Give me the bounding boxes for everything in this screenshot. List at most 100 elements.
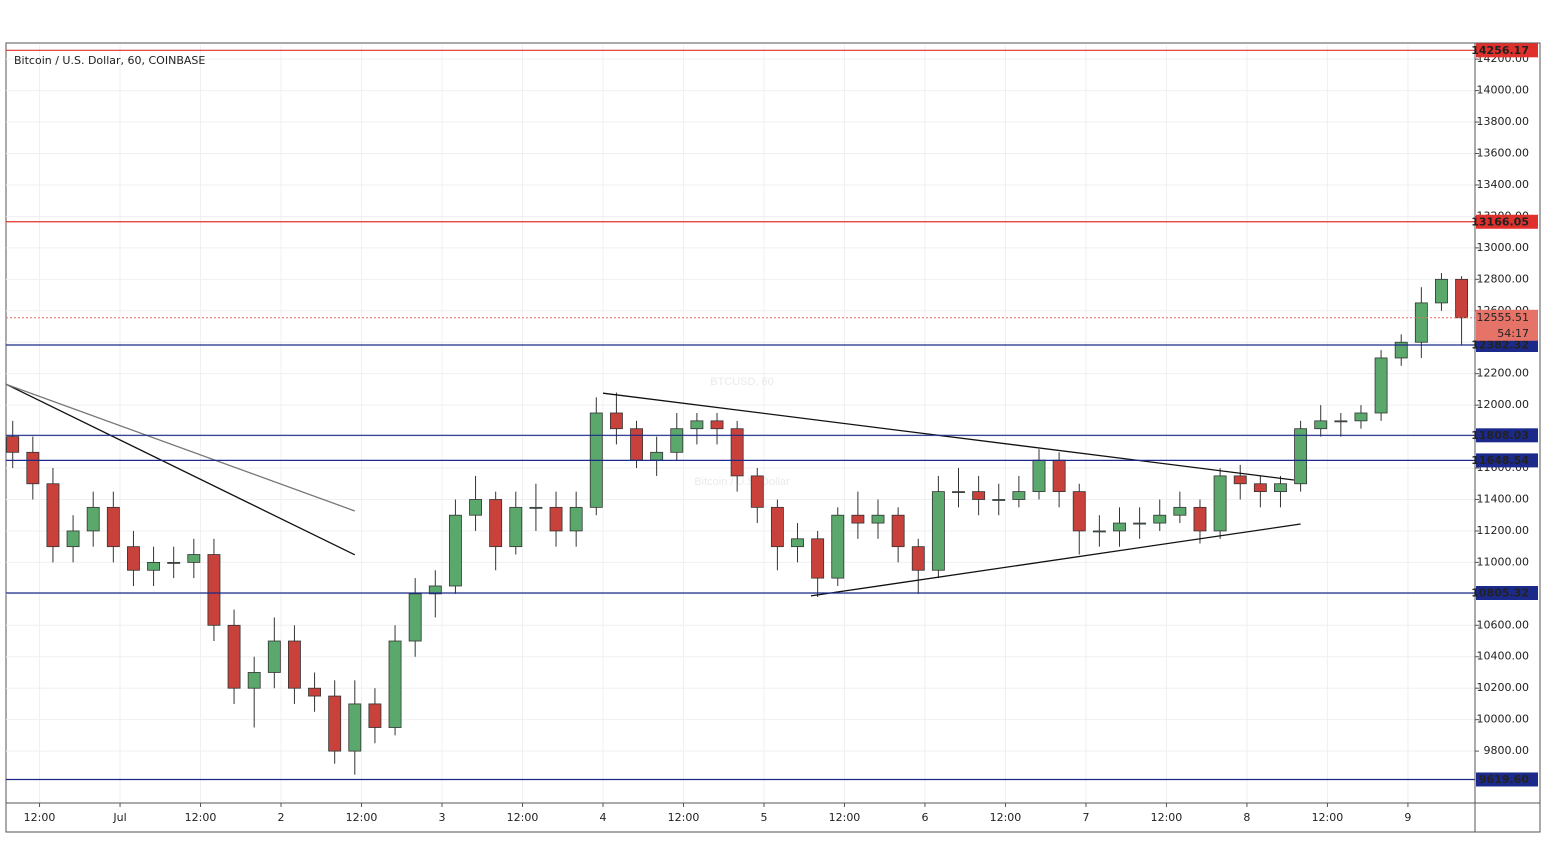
- y-tick-label: 11000.00: [1477, 555, 1530, 568]
- candle-body: [247, 672, 261, 689]
- candle-body: [650, 451, 664, 461]
- y-tick-label: 13600.00: [1477, 147, 1530, 160]
- candle-body: [609, 412, 623, 430]
- candle-body: [972, 491, 986, 500]
- candle-body: [1294, 428, 1308, 485]
- y-tick-label: 12800.00: [1477, 272, 1530, 285]
- candle-body: [489, 499, 503, 548]
- level-label-bg: [1476, 428, 1538, 443]
- candle-body: [911, 546, 925, 571]
- candle-body: [770, 506, 784, 548]
- x-tick-label: 12:00: [829, 811, 861, 824]
- candle-body: [1012, 491, 1026, 500]
- candle-body: [106, 506, 120, 548]
- candle-body: [428, 585, 442, 595]
- y-tick-label: 12200.00: [1477, 367, 1530, 380]
- candle-body: [831, 514, 845, 579]
- candle-body: [931, 491, 945, 571]
- candle-body: [871, 514, 885, 524]
- candle-body: [509, 506, 523, 548]
- x-tick-label: 4: [599, 811, 606, 824]
- candle-body: [368, 703, 382, 728]
- candle-body: [891, 514, 905, 548]
- candle-body: [1233, 475, 1247, 485]
- candle-body: [1052, 459, 1066, 493]
- y-tick-label: 11200.00: [1477, 524, 1530, 537]
- x-tick-label: 12:00: [346, 811, 378, 824]
- x-tick-label: 7: [1082, 811, 1089, 824]
- candle-body: [1092, 530, 1106, 533]
- level-label: 11808.03: [1471, 429, 1529, 442]
- candle-body: [630, 428, 643, 461]
- x-tick-label: 12:00: [668, 811, 700, 824]
- candle-body: [66, 530, 80, 548]
- trendline: [602, 392, 1294, 481]
- candle-body: [448, 514, 462, 587]
- trendline: [5, 383, 356, 556]
- level-label-bg: [1476, 43, 1538, 58]
- candle-body: [1354, 412, 1368, 422]
- y-tick-label: 14000.00: [1477, 84, 1530, 97]
- candle-body: [1113, 522, 1126, 532]
- y-tick-label: 10400.00: [1477, 650, 1530, 663]
- y-tick-label: 10600.00: [1477, 618, 1530, 631]
- x-tick-label: 12:00: [1151, 811, 1183, 824]
- y-tick-label: 9800.00: [1484, 744, 1530, 757]
- level-label-bg: [1476, 772, 1538, 787]
- candle-body: [549, 506, 563, 532]
- countdown-label: 54:17: [1497, 327, 1529, 340]
- candle-body: [328, 695, 342, 752]
- candle-body: [388, 640, 402, 728]
- x-tick-label: 3: [439, 811, 446, 824]
- y-tick-label: 13000.00: [1477, 241, 1530, 254]
- candle-body: [6, 436, 20, 453]
- candle-body: [167, 561, 181, 564]
- x-tick-label: 6: [921, 811, 928, 824]
- x-tick-label: 2: [278, 811, 285, 824]
- candle-body: [46, 483, 60, 548]
- candle-body: [690, 420, 704, 430]
- x-tick-label: 8: [1243, 811, 1250, 824]
- watermark-subtitle: Bitcoin / U.S. Dollar: [694, 476, 790, 488]
- candle-body: [1314, 420, 1328, 430]
- candle-body: [1173, 506, 1187, 516]
- level-label: 12382.32: [1471, 339, 1529, 352]
- candle-body: [1193, 506, 1207, 532]
- x-tick-label: 12:00: [507, 811, 539, 824]
- candle-body: [1072, 491, 1086, 532]
- candle-body: [287, 640, 301, 689]
- candle-body: [791, 538, 804, 548]
- y-tick-label: 13400.00: [1477, 178, 1530, 191]
- price-label: 12555.51: [1477, 311, 1530, 324]
- candle-body: [1394, 341, 1408, 359]
- candle-body: [348, 703, 362, 752]
- x-tick-label: Jul: [112, 811, 126, 824]
- candle-body: [147, 561, 161, 571]
- level-label: 14256.17: [1471, 44, 1529, 57]
- candle-body: [1414, 302, 1428, 343]
- level-label-bg: [1476, 214, 1538, 229]
- x-tick-label: 12:00: [1312, 811, 1344, 824]
- candle-body: [1032, 459, 1046, 493]
- x-tick-label: 12:00: [185, 811, 217, 824]
- candle-body: [529, 506, 543, 509]
- candle-body: [992, 499, 1006, 501]
- level-label-bg: [1476, 338, 1538, 353]
- level-label: 11648.54: [1471, 454, 1529, 467]
- level-label-bg: [1476, 453, 1538, 468]
- candle-body: [408, 593, 422, 642]
- candle-body: [308, 687, 321, 697]
- price-label-bg: [1476, 309, 1538, 341]
- candle-body: [1153, 514, 1167, 524]
- candle-body: [86, 506, 100, 532]
- y-tick-label: 10000.00: [1477, 713, 1530, 726]
- candle-body: [469, 499, 482, 516]
- x-tick-label: 12:00: [24, 811, 56, 824]
- level-label: 10805.32: [1471, 587, 1529, 600]
- candle-body: [670, 428, 684, 453]
- candle-body: [750, 475, 764, 508]
- level-label: 13166.05: [1471, 215, 1529, 228]
- level-label-bg: [1476, 586, 1538, 601]
- x-tick-label: 9: [1404, 811, 1411, 824]
